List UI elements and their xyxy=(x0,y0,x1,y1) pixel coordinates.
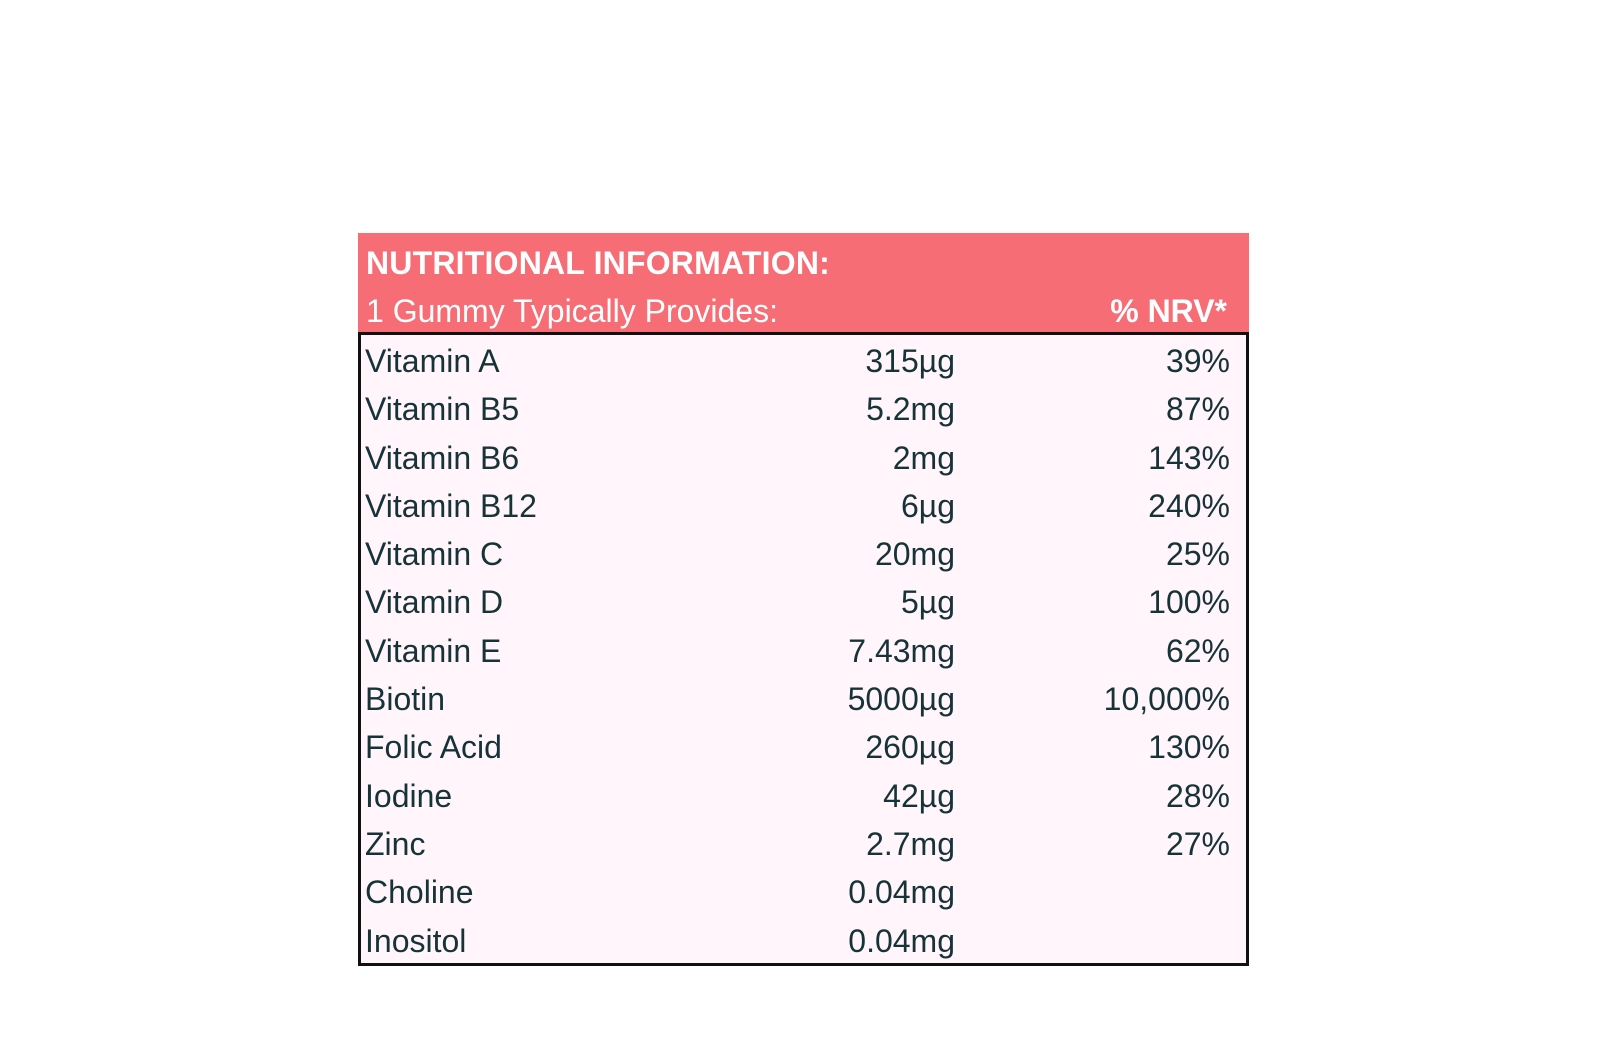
nutrient-nrv: 62% xyxy=(1165,632,1230,669)
nutrient-name: Vitamin B5 xyxy=(365,391,520,428)
nutrient-amount: 2.7mg xyxy=(866,825,955,862)
nutrient-name: Zinc xyxy=(365,825,426,862)
serving-description: 1 Gummy Typically Provides: xyxy=(366,293,778,329)
nutrient-name: Vitamin C xyxy=(365,536,504,573)
nutrient-amount: 315µg xyxy=(865,343,955,379)
nutrient-amount: 0.04mg xyxy=(848,922,955,959)
nutrient-nrv: 240% xyxy=(1148,487,1230,524)
nutrient-nrv: 39% xyxy=(1165,343,1230,379)
nutrition-panel: NUTRITIONAL INFORMATION: 1 Gummy Typical… xyxy=(358,233,1249,966)
table-row: Iodine 42µg 28% xyxy=(361,776,1246,824)
nutrient-name: Iodine xyxy=(365,777,453,814)
nutrient-name: Vitamin E xyxy=(365,632,502,669)
table-row: Zinc 2.7mg 27% xyxy=(361,824,1246,872)
table-row: Inositol 0.04mg xyxy=(361,921,1246,969)
nutrient-nrv: 100% xyxy=(1148,584,1230,621)
table-row: Vitamin C 20mg 25% xyxy=(361,534,1246,582)
table-row: Vitamin E 7.43mg 62% xyxy=(361,631,1246,679)
table-row: Vitamin B5 5.2mg 87% xyxy=(361,389,1246,437)
nutrient-amount: 42µg xyxy=(883,777,955,814)
nutrient-name: Vitamin A xyxy=(365,343,500,379)
nutrition-title: NUTRITIONAL INFORMATION: xyxy=(366,245,831,281)
table-row: Vitamin D 5µg 100% xyxy=(361,582,1246,630)
nutrient-name: Vitamin B12 xyxy=(365,487,537,524)
nutrient-nrv: 25% xyxy=(1165,536,1230,573)
nutrient-name: Folic Acid xyxy=(365,729,502,766)
table-row: Vitamin A 315µg 39% xyxy=(361,341,1246,389)
nutrient-amount: 0.04mg xyxy=(848,874,955,911)
nutrient-nrv: 28% xyxy=(1165,777,1230,814)
nutrient-nrv: 130% xyxy=(1148,729,1230,766)
nutrient-amount: 260µg xyxy=(865,729,955,766)
nutrient-amount: 7.43mg xyxy=(848,632,955,669)
nutrient-amount: 5000µg xyxy=(847,681,955,718)
nutrient-name: Choline xyxy=(365,874,474,911)
nutrient-nrv: 87% xyxy=(1165,391,1230,428)
table-row: Biotin 5000µg 10,000% xyxy=(361,679,1246,727)
table-row: Folic Acid 260µg 130% xyxy=(361,727,1246,775)
nutrient-name: Inositol xyxy=(365,922,467,959)
table-row: Vitamin B6 2mg 143% xyxy=(361,438,1246,486)
nutrient-amount: 20mg xyxy=(874,536,955,573)
nutrient-amount: 2mg xyxy=(892,439,955,476)
table-row: Vitamin B12 6µg 240% xyxy=(361,486,1246,534)
nutrient-nrv: 27% xyxy=(1165,825,1230,862)
nutrient-nrv: 143% xyxy=(1148,439,1230,476)
nutrient-nrv: 10,000% xyxy=(1103,681,1230,718)
table-row: Choline 0.04mg xyxy=(361,872,1246,920)
nutrient-name: Vitamin D xyxy=(365,584,504,621)
nrv-column-header: % NRV* xyxy=(1110,293,1227,329)
nutrient-amount: 5µg xyxy=(900,584,955,621)
nutrient-amount: 5.2mg xyxy=(866,391,955,428)
nutrition-table: Vitamin A 315µg 39% Vitamin B5 5.2mg 87%… xyxy=(358,332,1249,966)
nutrient-amount: 6µg xyxy=(900,487,955,524)
nutrient-name: Biotin xyxy=(365,681,446,718)
nutrient-name: Vitamin B6 xyxy=(365,439,520,476)
nutrition-header: NUTRITIONAL INFORMATION: 1 Gummy Typical… xyxy=(358,233,1249,332)
